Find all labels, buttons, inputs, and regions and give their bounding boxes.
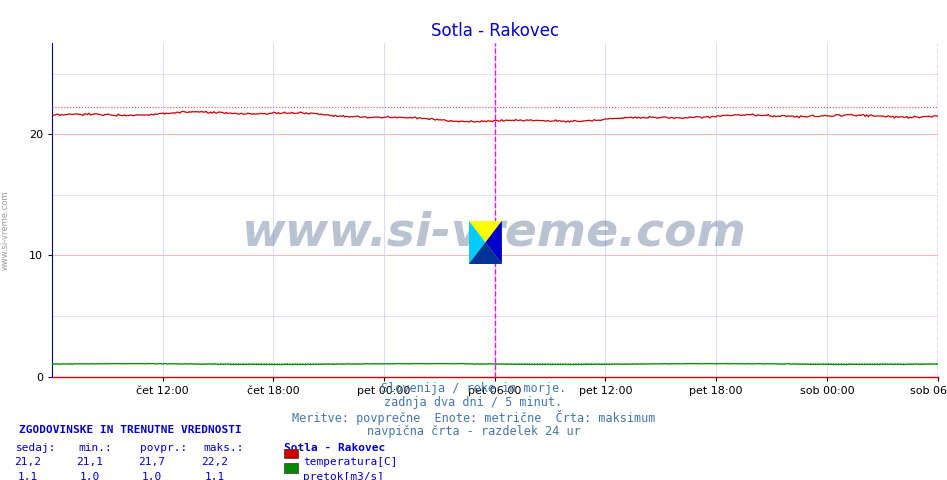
Text: sedaj:: sedaj: xyxy=(16,443,57,453)
Text: 1,0: 1,0 xyxy=(80,472,100,480)
Text: ZGODOVINSKE IN TRENUTNE VREDNOSTI: ZGODOVINSKE IN TRENUTNE VREDNOSTI xyxy=(19,425,241,435)
Text: zadnja dva dni / 5 minut.: zadnja dva dni / 5 minut. xyxy=(384,396,563,409)
Polygon shape xyxy=(486,221,502,264)
Text: pretok[m3/s]: pretok[m3/s] xyxy=(303,472,384,480)
Text: povpr.:: povpr.: xyxy=(140,443,188,453)
Text: 1,1: 1,1 xyxy=(17,472,38,480)
Text: navpična črta - razdelek 24 ur: navpična črta - razdelek 24 ur xyxy=(366,425,581,438)
Polygon shape xyxy=(469,242,502,264)
Text: 22,2: 22,2 xyxy=(202,457,228,468)
Text: 21,1: 21,1 xyxy=(77,457,103,468)
Polygon shape xyxy=(469,221,486,264)
Text: maks.:: maks.: xyxy=(204,443,244,453)
Text: min.:: min.: xyxy=(79,443,113,453)
Text: temperatura[C]: temperatura[C] xyxy=(303,457,398,468)
Text: 1,0: 1,0 xyxy=(141,472,162,480)
Title: Sotla - Rakovec: Sotla - Rakovec xyxy=(431,22,559,40)
Text: www.si-vreme.com: www.si-vreme.com xyxy=(0,191,9,270)
Text: www.si-vreme.com: www.si-vreme.com xyxy=(242,211,747,256)
Text: Meritve: povprečne  Enote: metrične  Črta: maksimum: Meritve: povprečne Enote: metrične Črta:… xyxy=(292,410,655,425)
Text: Sotla - Rakovec: Sotla - Rakovec xyxy=(284,443,385,453)
Text: 1,1: 1,1 xyxy=(205,472,225,480)
Text: 21,7: 21,7 xyxy=(138,457,165,468)
Text: Slovenija / reke in morje.: Slovenija / reke in morje. xyxy=(381,382,566,395)
Text: 21,2: 21,2 xyxy=(14,457,41,468)
